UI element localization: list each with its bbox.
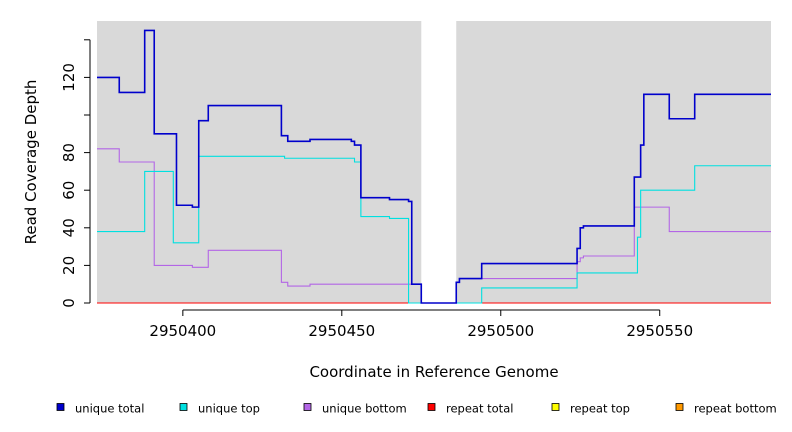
y-tick-label: 40 — [60, 218, 78, 237]
x-tick-label: 2950500 — [467, 322, 534, 340]
y-tick-label: 80 — [60, 143, 78, 162]
y-tick-label: 20 — [60, 256, 78, 275]
y-tick-label: 120 — [60, 63, 78, 92]
legend-swatch-repeat-total — [427, 403, 436, 411]
y-tick-label: 60 — [60, 181, 78, 200]
x-tick-label: 2950550 — [626, 322, 693, 340]
x-axis: 2950400 2950450 2950500 2950550 — [149, 309, 693, 340]
legend-label-repeat-total: repeat total — [446, 402, 513, 416]
legend-label-unique-total: unique total — [75, 402, 144, 416]
legend-swatch-unique-total — [56, 403, 65, 411]
x-tick-label: 2950450 — [308, 322, 375, 340]
x-tick-label: 2950400 — [149, 322, 216, 340]
series-line-unique-top — [97, 155, 771, 304]
y-tick-label: 0 — [60, 298, 78, 308]
legend-label-unique-bottom: unique bottom — [322, 402, 407, 416]
series-layer — [97, 29, 771, 304]
legend-label-unique-top: unique top — [198, 402, 260, 416]
y-axis-title: Read Coverage Depth — [22, 80, 40, 245]
legend: unique total unique top unique bottom repea… — [56, 402, 777, 416]
legend-label-repeat-bottom: repeat bottom — [694, 402, 777, 416]
legend-swatch-repeat-bottom — [675, 403, 684, 411]
gap-region — [421, 21, 457, 303]
legend-swatch-repeat-top — [551, 403, 560, 411]
x-axis-title: Coordinate in Reference Genome — [309, 363, 558, 381]
series-line-unique-total — [97, 29, 771, 304]
y-axis: 0 20 40 60 80 120 — [60, 39, 91, 308]
legend-swatch-unique-top — [179, 403, 188, 411]
legend-swatch-unique-bottom — [303, 403, 312, 411]
legend-label-repeat-top: repeat top — [570, 402, 630, 416]
